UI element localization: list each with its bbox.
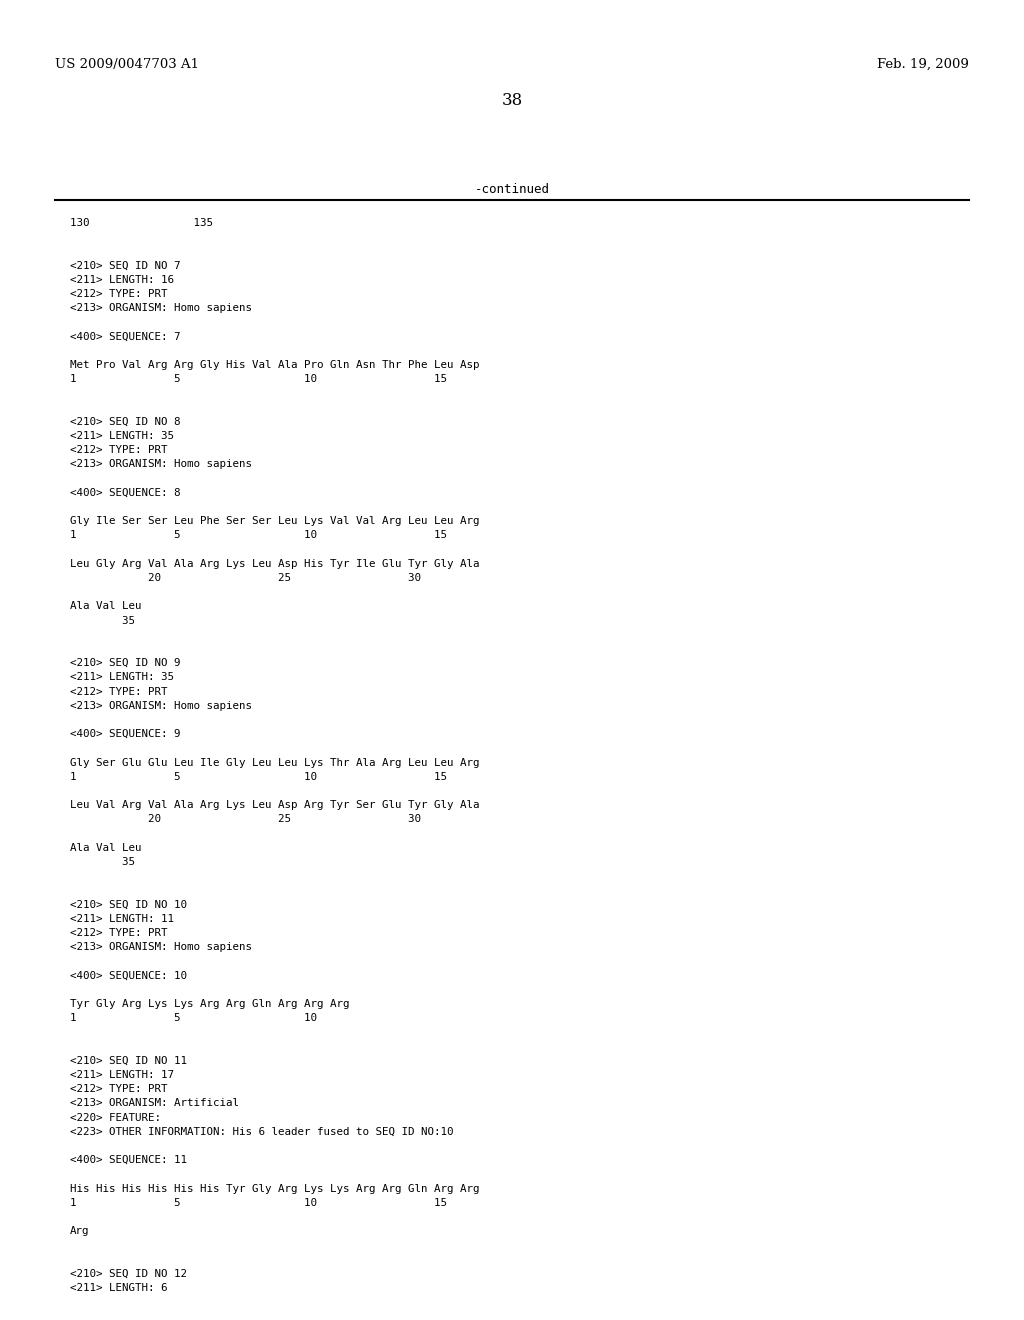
Text: 35: 35 <box>70 857 135 867</box>
Text: <210> SEQ ID NO 7: <210> SEQ ID NO 7 <box>70 260 180 271</box>
Text: 1               5                   10                  15: 1 5 10 15 <box>70 374 447 384</box>
Text: <212> TYPE: PRT: <212> TYPE: PRT <box>70 445 168 455</box>
Text: <212> TYPE: PRT: <212> TYPE: PRT <box>70 686 168 697</box>
Text: 35: 35 <box>70 615 135 626</box>
Text: <400> SEQUENCE: 7: <400> SEQUENCE: 7 <box>70 331 180 342</box>
Text: <213> ORGANISM: Homo sapiens: <213> ORGANISM: Homo sapiens <box>70 701 252 710</box>
Text: Ala Val Leu: Ala Val Leu <box>70 842 141 853</box>
Text: <211> LENGTH: 11: <211> LENGTH: 11 <box>70 913 174 924</box>
Text: <212> TYPE: PRT: <212> TYPE: PRT <box>70 928 168 939</box>
Text: <213> ORGANISM: Artificial: <213> ORGANISM: Artificial <box>70 1098 239 1109</box>
Text: <223> OTHER INFORMATION: His 6 leader fused to SEQ ID NO:10: <223> OTHER INFORMATION: His 6 leader fu… <box>70 1127 454 1137</box>
Text: 1               5                   10                  15: 1 5 10 15 <box>70 531 447 540</box>
Text: Leu Val Arg Val Ala Arg Lys Leu Asp Arg Tyr Ser Glu Tyr Gly Ala: Leu Val Arg Val Ala Arg Lys Leu Asp Arg … <box>70 800 479 810</box>
Text: <210> SEQ ID NO 9: <210> SEQ ID NO 9 <box>70 659 180 668</box>
Text: <400> SEQUENCE: 10: <400> SEQUENCE: 10 <box>70 970 187 981</box>
Text: <211> LENGTH: 35: <211> LENGTH: 35 <box>70 672 174 682</box>
Text: <400> SEQUENCE: 11: <400> SEQUENCE: 11 <box>70 1155 187 1166</box>
Text: 1               5                   10                  15: 1 5 10 15 <box>70 772 447 781</box>
Text: Arg: Arg <box>70 1226 89 1237</box>
Text: 20                  25                  30: 20 25 30 <box>70 573 421 583</box>
Text: <213> ORGANISM: Homo sapiens: <213> ORGANISM: Homo sapiens <box>70 304 252 313</box>
Text: <400> SEQUENCE: 9: <400> SEQUENCE: 9 <box>70 729 180 739</box>
Text: 20                  25                  30: 20 25 30 <box>70 814 421 825</box>
Text: 130                135: 130 135 <box>70 218 213 228</box>
Text: US 2009/0047703 A1: US 2009/0047703 A1 <box>55 58 199 71</box>
Text: Feb. 19, 2009: Feb. 19, 2009 <box>878 58 969 71</box>
Text: <210> SEQ ID NO 10: <210> SEQ ID NO 10 <box>70 900 187 909</box>
Text: <213> ORGANISM: Homo sapiens: <213> ORGANISM: Homo sapiens <box>70 942 252 952</box>
Text: <213> ORGANISM: Homo sapiens: <213> ORGANISM: Homo sapiens <box>70 459 252 470</box>
Text: Tyr Gly Arg Lys Lys Arg Arg Gln Arg Arg Arg: Tyr Gly Arg Lys Lys Arg Arg Gln Arg Arg … <box>70 999 349 1008</box>
Text: <210> SEQ ID NO 11: <210> SEQ ID NO 11 <box>70 1056 187 1065</box>
Text: 38: 38 <box>502 92 522 110</box>
Text: Met Pro Val Arg Arg Gly His Val Ala Pro Gln Asn Thr Phe Leu Asp: Met Pro Val Arg Arg Gly His Val Ala Pro … <box>70 360 479 370</box>
Text: Ala Val Leu: Ala Val Leu <box>70 602 141 611</box>
Text: <211> LENGTH: 16: <211> LENGTH: 16 <box>70 275 174 285</box>
Text: <220> FEATURE:: <220> FEATURE: <box>70 1113 161 1122</box>
Text: 1               5                   10: 1 5 10 <box>70 1014 317 1023</box>
Text: -continued: -continued <box>474 183 550 195</box>
Text: His His His His His His Tyr Gly Arg Lys Lys Arg Arg Gln Arg Arg: His His His His His His Tyr Gly Arg Lys … <box>70 1184 479 1193</box>
Text: <212> TYPE: PRT: <212> TYPE: PRT <box>70 289 168 300</box>
Text: <210> SEQ ID NO 8: <210> SEQ ID NO 8 <box>70 417 180 426</box>
Text: <211> LENGTH: 17: <211> LENGTH: 17 <box>70 1071 174 1080</box>
Text: Gly Ser Glu Glu Leu Ile Gly Leu Leu Lys Thr Ala Arg Leu Leu Arg: Gly Ser Glu Glu Leu Ile Gly Leu Leu Lys … <box>70 758 479 768</box>
Text: <212> TYPE: PRT: <212> TYPE: PRT <box>70 1084 168 1094</box>
Text: <211> LENGTH: 35: <211> LENGTH: 35 <box>70 432 174 441</box>
Text: Leu Gly Arg Val Ala Arg Lys Leu Asp His Tyr Ile Glu Tyr Gly Ala: Leu Gly Arg Val Ala Arg Lys Leu Asp His … <box>70 558 479 569</box>
Text: <400> SEQUENCE: 8: <400> SEQUENCE: 8 <box>70 488 180 498</box>
Text: 1               5                   10                  15: 1 5 10 15 <box>70 1197 447 1208</box>
Text: <210> SEQ ID NO 12: <210> SEQ ID NO 12 <box>70 1269 187 1279</box>
Text: <211> LENGTH: 6: <211> LENGTH: 6 <box>70 1283 168 1294</box>
Text: Gly Ile Ser Ser Leu Phe Ser Ser Leu Lys Val Val Arg Leu Leu Arg: Gly Ile Ser Ser Leu Phe Ser Ser Leu Lys … <box>70 516 479 527</box>
